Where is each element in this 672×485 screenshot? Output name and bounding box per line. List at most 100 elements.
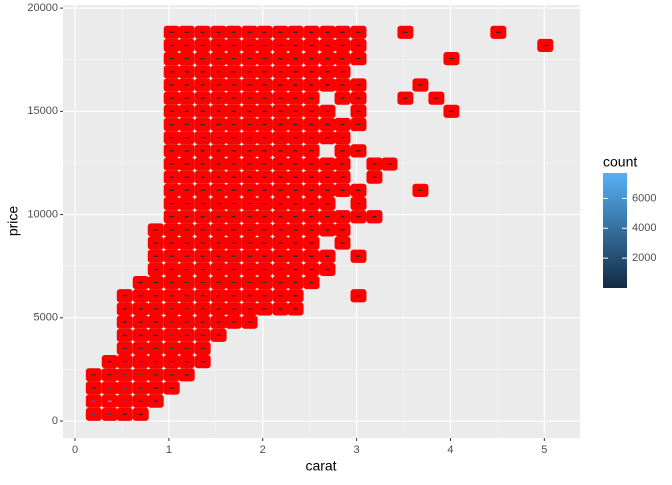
tile [537,38,554,53]
tile [178,78,195,92]
tile [241,223,258,237]
tile [147,368,164,382]
tile [287,38,304,53]
tile [303,117,320,132]
tile [272,78,289,92]
tile [132,368,149,382]
tile [272,276,289,290]
tile [225,117,242,132]
tile [334,183,351,197]
tile [101,394,118,408]
tile [350,210,367,224]
x-axis-label: carat [305,458,336,474]
tile [303,104,320,118]
tile [350,104,367,118]
tile [194,78,211,92]
tile [178,262,195,277]
tile [303,210,320,224]
tile [241,144,258,158]
tile [194,210,211,224]
tile [303,65,320,79]
tile [116,302,133,316]
tile [163,25,180,39]
tile [272,170,289,184]
tile [147,355,164,369]
tile [210,52,227,66]
tile [194,65,211,79]
tile [194,144,211,158]
tile [256,131,273,145]
tile [163,196,180,211]
tile [116,315,133,329]
tile [194,341,211,356]
tile [241,183,258,197]
tile [319,183,336,197]
tile [287,104,304,118]
tile [225,289,242,303]
tile [147,302,164,316]
tile [319,25,336,39]
tile [132,381,149,395]
y-axis-label: price [5,206,21,237]
tile [194,328,211,342]
tile [350,183,367,197]
tile [225,91,242,105]
tile [241,91,258,105]
tile [210,38,227,53]
tile [225,210,242,224]
tile [256,276,273,290]
tile [319,104,336,118]
tile [241,276,258,290]
tile [287,78,304,92]
tile [163,170,180,184]
tile [287,236,304,250]
tile [163,249,180,263]
tile [225,104,242,118]
tile [272,210,289,224]
tile [319,170,336,184]
tile [319,52,336,66]
tile [163,328,180,342]
tile [241,315,258,329]
tile [194,52,211,66]
tile [178,25,195,39]
tile [163,368,180,382]
tile [225,25,242,39]
tile [241,65,258,79]
tile [272,131,289,145]
tile [194,262,211,277]
tile [303,223,320,237]
tile [178,52,195,66]
tile [163,341,180,356]
tile [116,328,133,342]
tile [163,104,180,118]
tile [225,276,242,290]
tile [194,302,211,316]
tile [490,25,507,39]
tile [178,131,195,145]
tile [241,157,258,171]
tile [256,25,273,39]
tile [116,394,133,408]
tile [147,289,164,303]
tile [443,52,460,66]
tile [241,302,258,316]
x-tick-label: 2 [260,444,266,456]
tile [210,315,227,329]
tile [194,289,211,303]
tile [225,196,242,211]
tile [272,65,289,79]
tile [178,38,195,53]
tile [178,144,195,158]
tile [241,170,258,184]
tile [147,262,164,277]
tile [303,52,320,66]
tile [194,236,211,250]
colorbar-label: 2000 [632,252,656,264]
tile [178,91,195,105]
tile [303,131,320,145]
tile [194,183,211,197]
tile [350,52,367,66]
tile [334,131,351,145]
tile [194,355,211,369]
